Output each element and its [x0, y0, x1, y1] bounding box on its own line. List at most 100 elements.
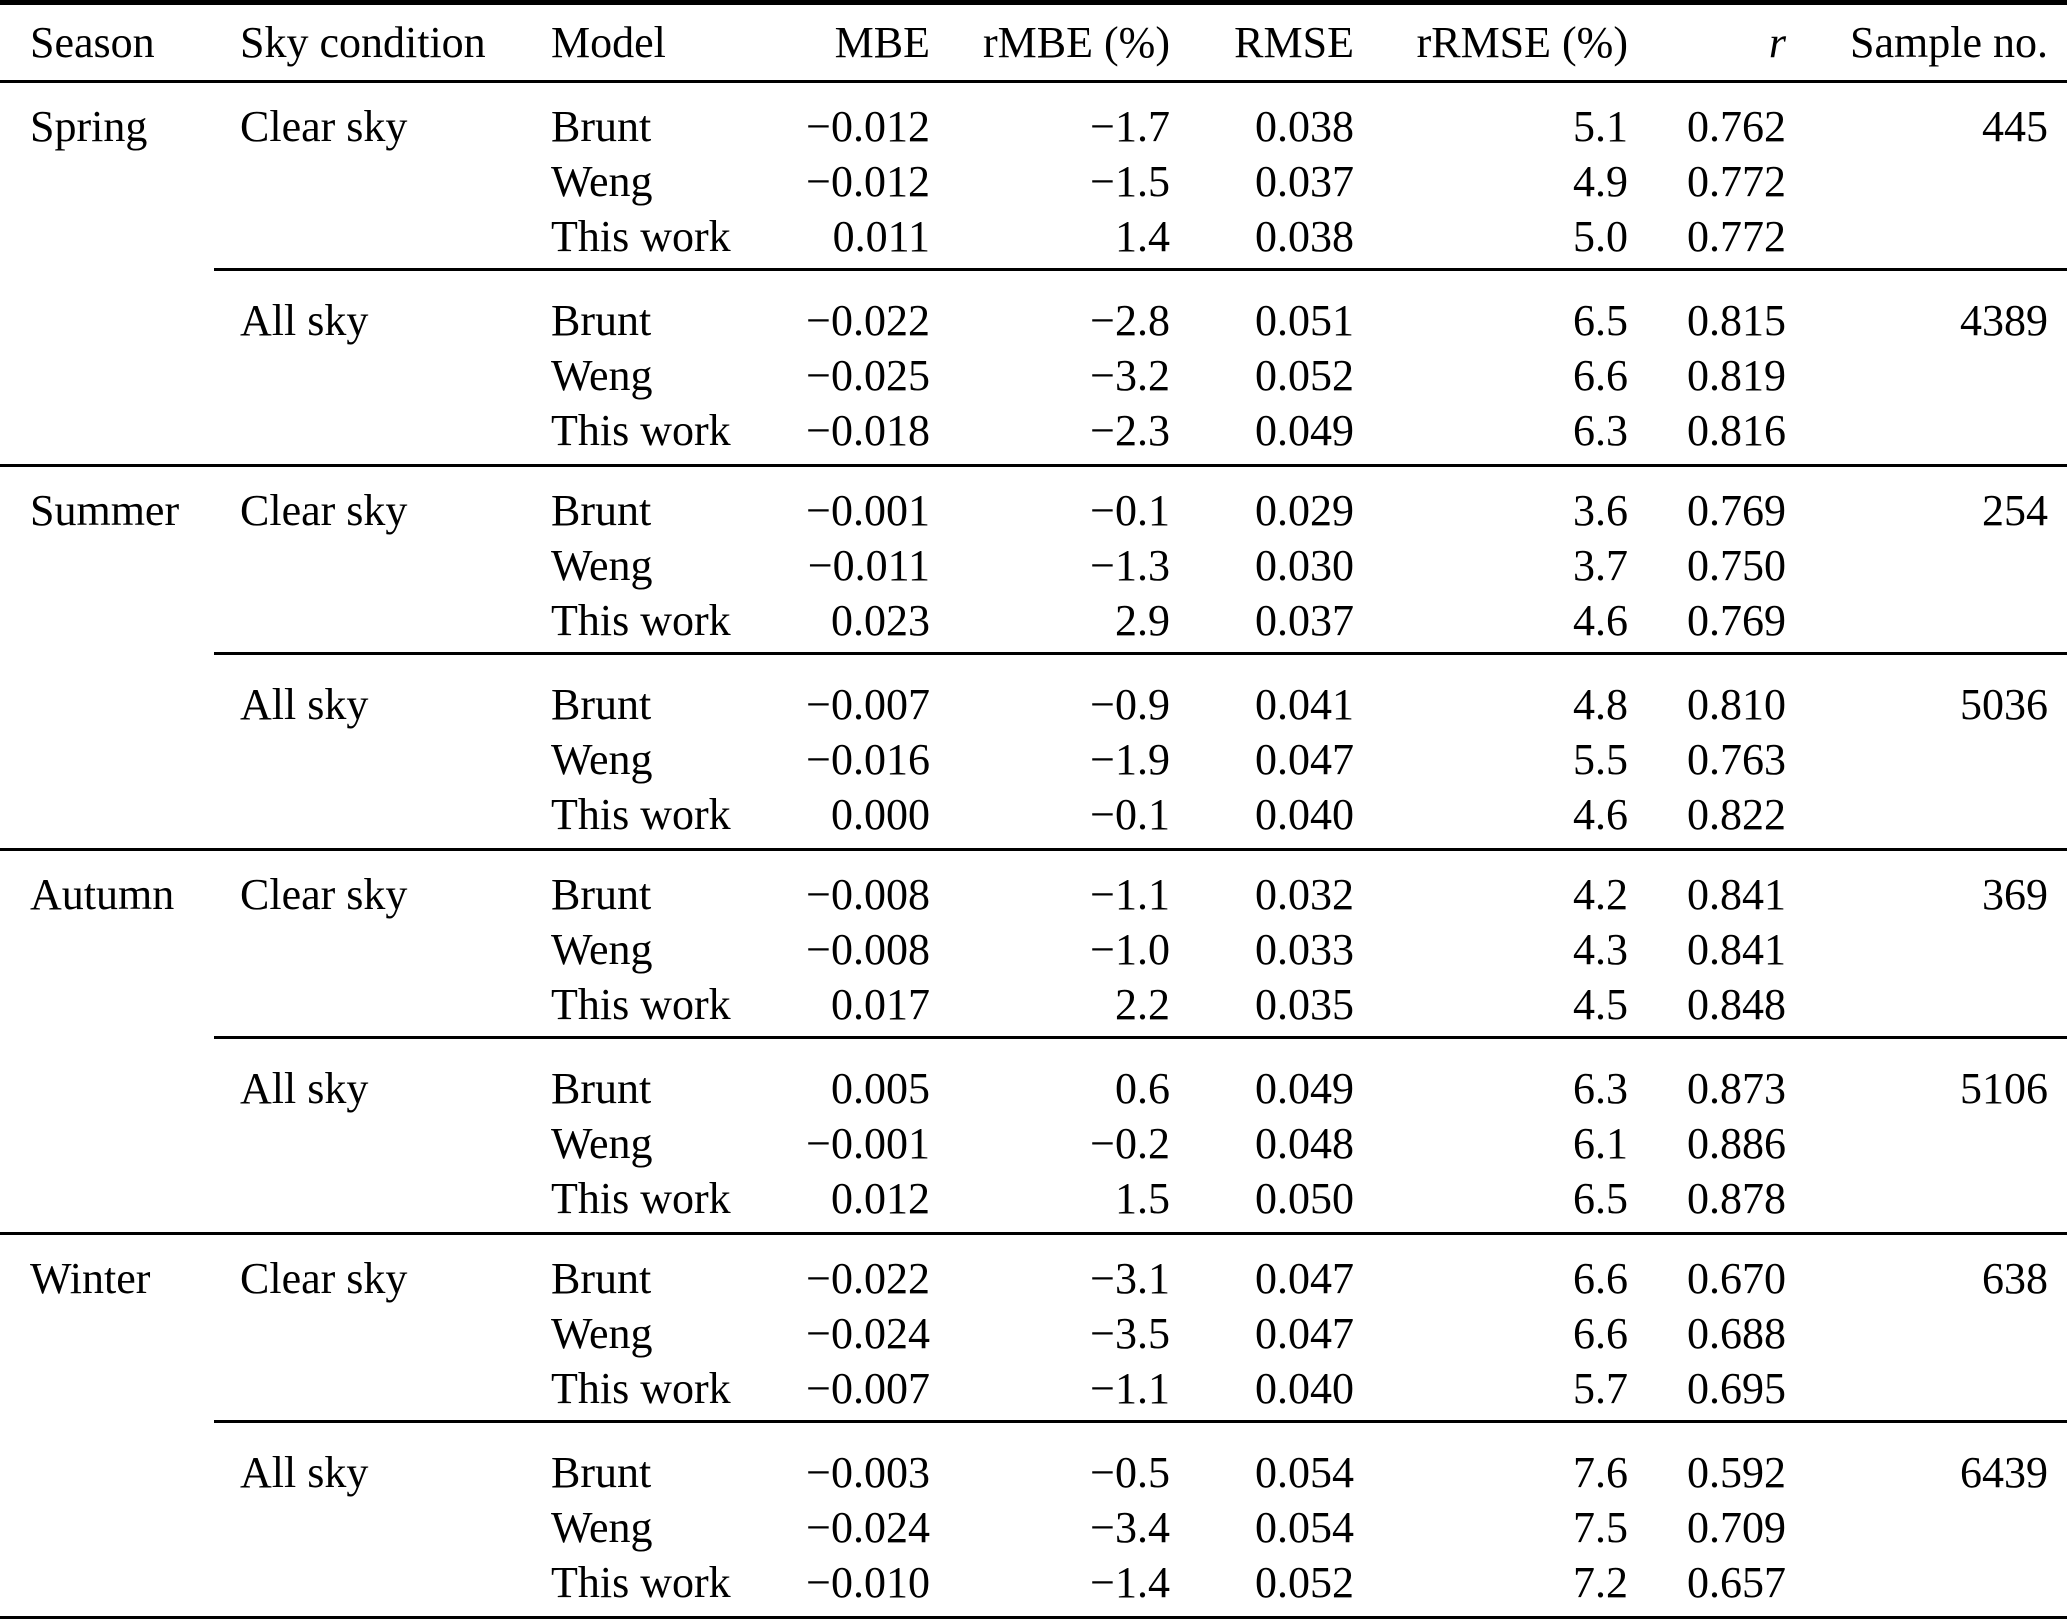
sample-cell	[1786, 1500, 2048, 1555]
rmse-cell: 0.037	[1255, 596, 1354, 645]
column-header-sample-no: Sample no.	[1850, 18, 2048, 67]
season-cell	[30, 154, 240, 209]
model-cell: This work	[551, 1364, 731, 1413]
r-cell: 0.695	[1687, 1364, 1786, 1413]
season-cell	[30, 1500, 240, 1555]
rrmse-cell: 6.6	[1573, 351, 1628, 400]
table-row: Summer Clear sky Brunt −0.001 −0.1 0.029 3.6 0.…	[30, 483, 2048, 538]
sky-condition-cell	[240, 403, 551, 458]
model-cell: This work	[551, 980, 731, 1029]
season-cell	[30, 732, 240, 787]
sky-condition-cell: Clear sky	[240, 486, 408, 535]
rmbe-cell: −1.3	[1090, 541, 1170, 590]
season-cell	[30, 403, 240, 458]
rmbe-cell: −0.1	[1090, 486, 1170, 535]
season-cell	[30, 922, 240, 977]
rrmse-cell: 5.0	[1573, 212, 1628, 261]
mbe-cell: 0.017	[831, 980, 930, 1029]
mbe-cell: −0.008	[806, 925, 930, 974]
rrmse-cell: 4.8	[1573, 680, 1628, 729]
rmse-cell: 0.052	[1255, 351, 1354, 400]
sky-condition-cell	[240, 732, 551, 787]
model-cell: Weng	[551, 925, 653, 974]
column-header-rrmse: rRMSE (%)	[1416, 18, 1628, 67]
model-cell: Brunt	[551, 870, 652, 919]
model-cell: This work	[551, 406, 731, 455]
rmbe-cell: 1.4	[1115, 212, 1170, 261]
sample-cell: 5106	[1960, 1064, 2048, 1113]
season-cell	[30, 538, 240, 593]
rmse-cell: 0.049	[1255, 1064, 1354, 1113]
sample-cell	[1786, 348, 2048, 403]
r-cell: 0.815	[1687, 296, 1786, 345]
model-cell: Weng	[551, 541, 653, 590]
rrmse-cell: 6.1	[1573, 1119, 1628, 1168]
table-row: Spring Clear sky Brunt −0.012 −1.7 0.038 5.1 0.…	[30, 99, 2048, 154]
mbe-cell: −0.025	[806, 351, 930, 400]
season-cell	[30, 293, 240, 348]
table-row: All sky Brunt 0.005 0.6 0.049 6.3 0.873 5106	[30, 1061, 2048, 1116]
column-header-rmse: RMSE	[1234, 18, 1354, 67]
mbe-cell: −0.003	[806, 1448, 930, 1497]
rmbe-cell: −1.7	[1090, 102, 1170, 151]
model-cell: Brunt	[551, 1254, 652, 1303]
r-cell: 0.878	[1687, 1174, 1786, 1223]
season-cell: Summer	[30, 486, 180, 535]
model-cell: Brunt	[551, 486, 652, 535]
rrmse-cell: 6.3	[1573, 406, 1628, 455]
sky-condition-cell: Clear sky	[240, 102, 408, 151]
r-cell: 0.886	[1687, 1119, 1786, 1168]
mbe-cell: 0.012	[831, 1174, 930, 1223]
rmse-cell: 0.033	[1255, 925, 1354, 974]
sample-cell: 6439	[1960, 1448, 2048, 1497]
mbe-cell: −0.018	[806, 406, 930, 455]
rmbe-cell: −2.8	[1090, 296, 1170, 345]
sky-condition-cell	[240, 977, 551, 1032]
season-cell	[30, 1116, 240, 1171]
season-cell	[30, 977, 240, 1032]
rrmse-cell: 5.1	[1573, 102, 1628, 151]
table-body: Spring Clear sky Brunt −0.012 −1.7 0.038 5.1 0.…	[0, 99, 2067, 1619]
season-cell	[30, 1171, 240, 1226]
mbe-cell: −0.022	[806, 1254, 930, 1303]
r-cell: 0.841	[1687, 870, 1786, 919]
rrmse-cell: 5.7	[1573, 1364, 1628, 1413]
sample-cell	[1786, 1555, 2048, 1610]
mbe-cell: −0.024	[806, 1503, 930, 1552]
table-row: This work 0.000 −0.1 0.040 4.6 0.822	[30, 787, 2048, 842]
rrmse-cell: 4.6	[1573, 596, 1628, 645]
column-header-rmbe: rMBE (%)	[983, 18, 1170, 67]
sky-condition-cell	[240, 1171, 551, 1226]
r-cell: 0.819	[1687, 351, 1786, 400]
season-cell	[30, 1555, 240, 1610]
table-row: Weng −0.024 −3.4 0.054 7.5 0.709	[30, 1500, 2048, 1555]
rrmse-cell: 4.9	[1573, 157, 1628, 206]
sample-cell	[1786, 538, 2048, 593]
season-cell	[30, 348, 240, 403]
rmbe-cell: −1.1	[1090, 870, 1170, 919]
rmse-cell: 0.041	[1255, 680, 1354, 729]
rmbe-cell: −0.1	[1090, 790, 1170, 839]
sample-cell	[1786, 732, 2048, 787]
model-cell: Brunt	[551, 102, 652, 151]
model-cell: This work	[551, 212, 731, 261]
mbe-cell: −0.010	[806, 1558, 930, 1607]
rmse-cell: 0.047	[1255, 1309, 1354, 1358]
all-sky-group: All sky Brunt −0.007 −0.9 0.041 4.8 0.810 5036 W…	[0, 677, 2067, 842]
r-cell: 0.848	[1687, 980, 1786, 1029]
sky-condition-cell	[240, 209, 551, 264]
sky-condition-cell: All sky	[240, 680, 369, 729]
rmbe-cell: −3.4	[1090, 1503, 1170, 1552]
sample-cell: 638	[1982, 1254, 2048, 1303]
model-cell: Brunt	[551, 296, 652, 345]
sample-cell: 254	[1982, 486, 2048, 535]
model-cell: This work	[551, 790, 731, 839]
rmse-cell: 0.037	[1255, 157, 1354, 206]
table-header: Season Sky condition Model MBE rMBE (%) …	[0, 5, 2067, 80]
table-row: This work 0.011 1.4 0.038 5.0 0.772	[30, 209, 2048, 264]
model-cell: Weng	[551, 1309, 653, 1358]
model-cell: Weng	[551, 157, 653, 206]
season-divider-rule	[0, 464, 2067, 467]
r-cell: 0.688	[1687, 1309, 1786, 1358]
column-header-mbe: MBE	[834, 18, 930, 67]
